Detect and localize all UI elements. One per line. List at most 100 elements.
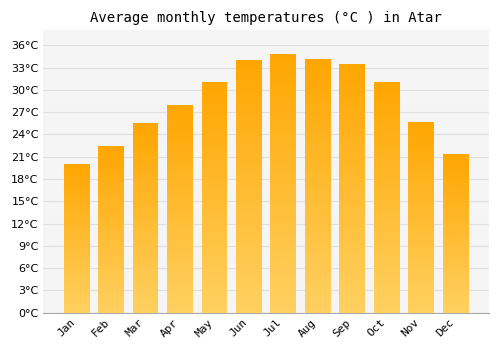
Bar [202,83,228,313]
Bar [64,179,90,182]
Bar [167,209,193,213]
Bar [132,180,158,184]
Bar [305,191,331,196]
Bar [340,159,365,163]
Bar [64,194,90,197]
Bar [340,178,365,183]
Bar [167,246,193,250]
Bar [270,137,296,142]
Bar [408,256,434,259]
Bar [340,308,365,313]
Bar [408,217,434,221]
Bar [167,180,193,184]
Bar [64,292,90,295]
Bar [270,54,296,313]
Bar [374,161,400,165]
Bar [374,188,400,193]
Bar [98,276,124,279]
Bar [167,288,193,292]
Bar [132,210,158,214]
Bar [340,278,365,283]
Bar [202,156,228,161]
Bar [443,202,468,205]
Bar [132,161,158,165]
Bar [340,89,365,94]
Bar [167,279,193,284]
Bar [270,204,296,209]
Bar [202,244,228,248]
Bar [443,180,468,183]
Bar [408,145,434,148]
Bar [408,225,434,229]
Bar [98,149,124,152]
Bar [340,114,365,119]
Bar [374,179,400,184]
Bar [305,302,331,308]
Bar [443,284,468,287]
Bar [132,301,158,305]
Bar [98,146,124,149]
Bar [98,293,124,296]
Bar [98,309,124,313]
Bar [305,59,331,313]
Bar [374,142,400,147]
Bar [202,216,228,220]
Bar [305,165,331,170]
Bar [202,308,228,313]
Bar [236,171,262,176]
Bar [374,156,400,161]
Bar [270,116,296,121]
Bar [270,168,296,173]
Bar [374,244,400,248]
Bar [408,160,434,164]
Bar [236,96,262,100]
Bar [132,214,158,218]
Bar [64,206,90,209]
Bar [270,266,296,271]
Bar [132,150,158,154]
Bar [132,279,158,282]
Bar [132,138,158,142]
Bar [443,215,468,218]
Bar [236,65,262,70]
Bar [374,289,400,294]
Bar [132,142,158,146]
Bar [408,236,434,240]
Bar [236,206,262,212]
Bar [236,227,262,232]
Bar [374,285,400,289]
Bar [305,206,331,211]
Bar [408,137,434,141]
Bar [443,186,468,189]
Bar [132,173,158,176]
Bar [305,216,331,221]
Bar [132,123,158,127]
Bar [340,233,365,238]
Bar [340,124,365,128]
Bar [167,204,193,209]
Bar [98,216,124,219]
Bar [236,237,262,242]
Bar [340,298,365,303]
Bar [167,308,193,313]
Bar [64,286,90,289]
Bar [132,275,158,279]
Bar [132,260,158,264]
Bar [98,162,124,166]
Bar [443,240,468,243]
Bar [408,152,434,156]
Bar [305,69,331,74]
Bar [132,309,158,313]
Bar [408,172,434,175]
Bar [64,212,90,215]
Bar [132,123,158,313]
Bar [408,282,434,286]
Bar [98,303,124,306]
Bar [305,155,331,160]
Bar [374,234,400,239]
Bar [167,196,193,200]
Bar [340,218,365,223]
Bar [340,99,365,104]
Bar [443,205,468,208]
Bar [98,222,124,226]
